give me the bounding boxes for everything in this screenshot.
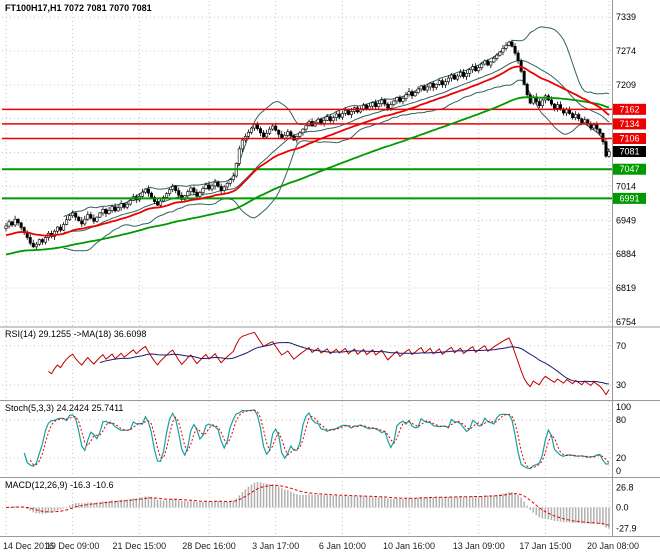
- price-axis-tick: 7014: [616, 181, 636, 191]
- price-axis-tick: 6949: [616, 215, 636, 225]
- price-axis-tick: 6819: [616, 283, 636, 293]
- stoch-axis-tick: 100: [616, 402, 631, 412]
- moving-averages: [5, 65, 610, 256]
- rsi-axis-tick: 70: [616, 341, 626, 351]
- macd-plot: [5, 482, 610, 529]
- stoch-plot: [23, 409, 610, 470]
- stoch-axis-tick: 20: [616, 453, 626, 463]
- ohlc-header: FT100H17,H1 7072 7081 7070 7081: [5, 3, 152, 13]
- stoch-axis-tick: 0: [616, 466, 621, 476]
- price-axis-tick: 7209: [616, 80, 636, 90]
- time-axis-label: 28 Dec 16:00: [182, 541, 236, 551]
- price-axis-tick: 6884: [616, 249, 636, 259]
- support-resistance-lines: [2, 108, 612, 200]
- macd-axis-tick: 0.0: [616, 503, 629, 513]
- time-axis-label: 6 Jan 10:00: [319, 541, 366, 551]
- price-axis: 7339 7274 7209 7014 6949 6884 6819 6754 7162 7134…: [612, 0, 660, 560]
- resistance-level-label: 7162: [619, 104, 639, 114]
- support-level-label: 7047: [619, 164, 639, 174]
- grid: [2, 1, 612, 536]
- resistance-level-label: 7134: [619, 119, 639, 129]
- time-axis-label: 21 Dec 15:00: [113, 541, 167, 551]
- macd-axis-tick: -27.9: [616, 523, 637, 533]
- time-axis-label: 17 Jan 15:00: [519, 541, 571, 551]
- time-axis-label: 3 Jan 17:00: [252, 541, 299, 551]
- price-axis-tick: 7274: [616, 46, 636, 56]
- time-axis-label: 19 Dec 09:00: [46, 541, 100, 551]
- current-price-label: 7081: [619, 147, 639, 157]
- indicator-axis: 70 30 100 80 20 0 26.8 0.0 -27.9: [616, 341, 637, 533]
- macd-indicator-label: MACD(12,26,9) -16.3 -10.6: [5, 480, 114, 490]
- rsi-axis-tick: 30: [616, 380, 626, 390]
- support-level-label: 6991: [619, 193, 639, 203]
- rsi-indicator-label: RSI(14) 29.1255 ->MA(18) 36.6098: [5, 329, 147, 339]
- candles: [4, 39, 611, 250]
- stoch-axis-tick: 80: [616, 415, 626, 425]
- stoch-indicator-label: Stoch(5,3,3) 24.2424 25.7411: [5, 403, 124, 413]
- time-axis-label: 13 Jan 09:00: [453, 541, 505, 551]
- panel-separators: [0, 0, 660, 537]
- time-axis-label: 14 Dec 2016: [3, 541, 54, 551]
- macd-axis-tick: 26.8: [616, 482, 634, 492]
- resistance-level-label: 7106: [619, 134, 639, 144]
- time-axis-label: 20 Jan 08:00: [587, 541, 639, 551]
- price-axis-tick: 6754: [616, 317, 636, 327]
- rsi-plot: [48, 331, 610, 396]
- price-axis-tick: 7339: [616, 12, 636, 22]
- time-axis-label: 10 Jan 16:00: [383, 541, 435, 551]
